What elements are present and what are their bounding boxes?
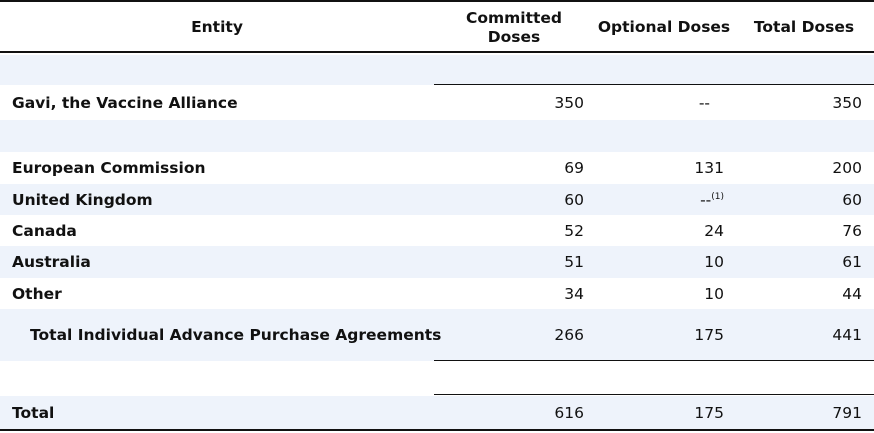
header-committed-doses: Committed Doses	[465, 8, 563, 46]
total-value: 200	[832, 159, 862, 177]
committed-value: 616	[554, 403, 584, 422]
table-row-australia: Australia 51 10 61	[0, 246, 874, 278]
committed-value: 350	[554, 94, 584, 112]
committed-value: 69	[564, 159, 584, 177]
optional-value: 175	[694, 403, 724, 422]
table-row-united-kingdom: United Kingdom 60 -- (1) 60	[0, 184, 874, 215]
row-label: Australia	[12, 253, 91, 271]
row-label: Gavi, the Vaccine Alliance	[12, 94, 238, 112]
total-value: 350	[832, 94, 862, 112]
spacer-row	[0, 120, 874, 152]
total-value: 791	[832, 403, 862, 422]
total-value: 60	[842, 190, 862, 209]
optional-value: 10	[704, 253, 724, 271]
footnote-marker: (1)	[711, 191, 724, 202]
committed-value: 52	[564, 221, 584, 240]
header-entity: Entity	[191, 18, 243, 36]
row-label: Other	[12, 284, 62, 303]
committed-value: 34	[564, 284, 584, 303]
optional-value: --	[700, 190, 712, 209]
optional-value: 175	[694, 326, 724, 344]
optional-value: --	[698, 94, 710, 112]
optional-value-cell: -- (1)	[584, 184, 724, 215]
row-label: United Kingdom	[12, 190, 153, 209]
optional-value: 131	[694, 159, 724, 177]
header-optional-doses: Optional Doses	[597, 18, 731, 36]
table-row-gavi: Gavi, the Vaccine Alliance 350 -- 350	[0, 86, 874, 120]
optional-value: 24	[704, 221, 724, 240]
spacer-row	[0, 362, 874, 395]
total-value: 44	[842, 284, 862, 303]
optional-value: 10	[704, 284, 724, 303]
subtotal-rule	[434, 360, 874, 361]
total-value: 61	[842, 253, 862, 271]
committed-value: 266	[554, 326, 584, 344]
row-label: Canada	[12, 221, 77, 240]
total-value: 76	[842, 221, 862, 240]
table-row-subtotal: Total Individual Advance Purchase Agreem…	[0, 309, 874, 361]
table-row-other: Other 34 10 44	[0, 278, 874, 309]
committed-value: 60	[564, 190, 584, 209]
header-total-doses: Total Doses	[753, 18, 855, 36]
spacer-row	[0, 55, 874, 85]
table-row-canada: Canada 52 24 76	[0, 215, 874, 246]
committed-value: 51	[564, 253, 584, 271]
table-bottom-rule	[0, 429, 874, 431]
row-label: European Commission	[12, 159, 206, 177]
total-rule	[434, 394, 874, 395]
row-label: Total Individual Advance Purchase Agreem…	[30, 326, 442, 344]
row-label: Total	[12, 403, 55, 422]
table-row-european-commission: European Commission 69 131 200	[0, 152, 874, 184]
table-header: Entity Committed Doses Optional Doses To…	[0, 0, 874, 53]
section-rule	[434, 84, 874, 85]
total-value: 441	[832, 326, 862, 344]
table-row-total: Total 616 175 791	[0, 396, 874, 429]
